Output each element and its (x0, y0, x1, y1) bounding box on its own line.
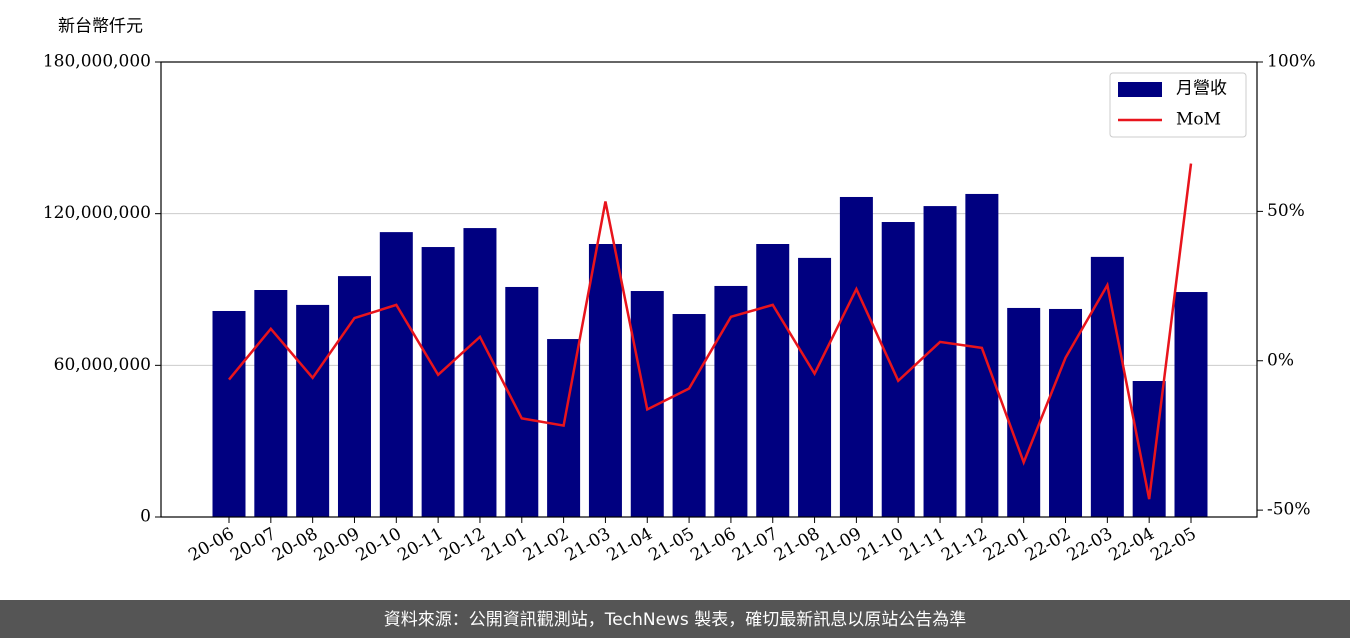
y2-tick-label: 0% (1267, 350, 1294, 370)
x-tick-label: 20-08 (269, 524, 321, 566)
bar (254, 290, 288, 517)
legend-label: MoM (1176, 110, 1221, 130)
x-tick-label: 22-05 (1147, 524, 1199, 566)
bar (588, 244, 622, 517)
x-tick-label: 21-06 (687, 524, 739, 566)
x-tick-label: 20-11 (394, 524, 446, 566)
bar (379, 232, 413, 517)
y2-tick-label: -50% (1267, 500, 1311, 520)
line (228, 163, 1193, 500)
y-tick-label: 180,000,000 (43, 52, 151, 72)
legend-swatch (1118, 82, 1162, 97)
x-tick-label: 21-01 (478, 524, 530, 566)
x-tick-label: 22-03 (1064, 524, 1116, 566)
bar (1007, 307, 1041, 517)
x-tick-label: 21-08 (771, 524, 823, 566)
bar (296, 304, 330, 517)
bar (337, 276, 371, 517)
bar (463, 228, 497, 517)
bar (798, 257, 832, 517)
bar (421, 247, 455, 518)
bar (1049, 308, 1083, 517)
x-tick-label: 20-07 (227, 524, 279, 566)
x-tick-label: 21-10 (855, 524, 907, 566)
bar (923, 206, 957, 518)
bar (714, 285, 748, 517)
x-tick-label: 21-05 (645, 524, 697, 566)
bar (212, 310, 246, 517)
bar (1174, 292, 1208, 517)
x-tick-label: 20-10 (353, 524, 405, 566)
y-axis-unit: 新台幣仟元 (58, 17, 143, 37)
footer-bar (0, 600, 1350, 638)
x-tick-label: 20-09 (311, 524, 363, 566)
bar (839, 196, 873, 517)
y-tick-label: 60,000,000 (54, 355, 151, 375)
source-note: 資料來源：公開資訊觀測站，TechNews 製表，確切最新訊息以原站公告為準 (384, 610, 966, 630)
x-tick-label: 21-04 (604, 524, 656, 566)
x-tick-label: 20-06 (185, 524, 237, 566)
bar (672, 314, 706, 517)
x-tick-label: 21-03 (562, 524, 614, 566)
bar (756, 244, 790, 517)
bar (965, 193, 999, 517)
y-tick-label: 0 (140, 507, 151, 527)
x-tick-label: 22-01 (980, 524, 1032, 566)
x-tick-label: 21-02 (520, 524, 572, 566)
bar (505, 286, 539, 517)
bar (1090, 256, 1124, 517)
y-tick-label: 120,000,000 (43, 203, 151, 223)
plot-frame (160, 61, 1258, 518)
y2-tick-label: 50% (1267, 201, 1305, 221)
x-tick-label: 21-07 (729, 524, 781, 566)
x-tick-label: 21-11 (896, 524, 948, 566)
x-tick-label: 21-12 (938, 524, 990, 566)
x-tick-label: 22-04 (1105, 524, 1157, 566)
x-tick-label: 20-12 (436, 524, 488, 566)
y2-tick-label: 100% (1267, 52, 1316, 72)
x-tick-label: 21-09 (813, 524, 865, 566)
x-tick-label: 22-02 (1022, 524, 1074, 566)
legend-label: 月營收 (1176, 79, 1227, 99)
